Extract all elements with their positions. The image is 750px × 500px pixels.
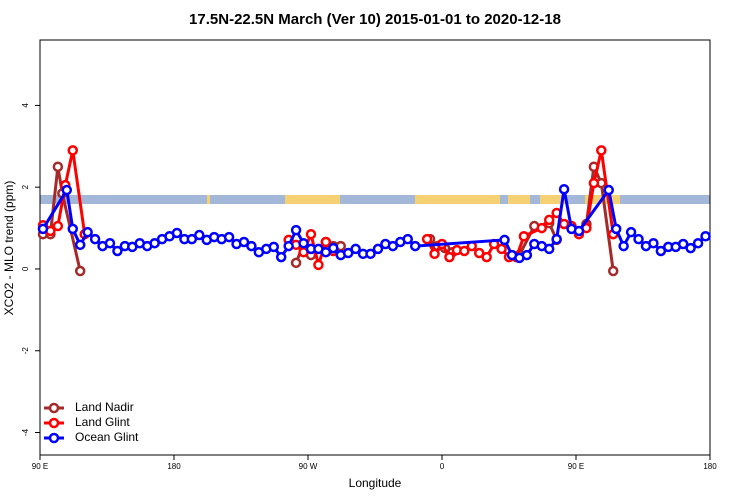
data-point bbox=[648, 237, 659, 249]
data-point bbox=[618, 240, 629, 252]
y-tick-label: 4 bbox=[21, 103, 30, 108]
data-point bbox=[171, 227, 183, 239]
land-strip bbox=[508, 195, 530, 204]
data-point bbox=[320, 246, 332, 258]
data-point bbox=[409, 240, 421, 252]
x-tick-label: 180 bbox=[167, 462, 181, 471]
legend-marker bbox=[48, 417, 60, 429]
chart-title: 17.5N-22.5N March (Ver 10) 2015-01-01 to… bbox=[189, 11, 561, 28]
data-point bbox=[89, 233, 101, 245]
x-tick-label: 180 bbox=[703, 462, 717, 471]
data-point bbox=[112, 245, 123, 257]
data-point bbox=[573, 225, 585, 237]
data-point bbox=[677, 238, 689, 250]
x-tick-label: 90 E bbox=[568, 462, 584, 471]
data-point bbox=[223, 231, 235, 243]
data-point bbox=[610, 223, 622, 235]
data-point bbox=[558, 183, 570, 195]
x-tick-label: 90 E bbox=[32, 462, 48, 471]
x-tick-label: 0 bbox=[440, 462, 445, 471]
data-point bbox=[52, 161, 64, 172]
data-point bbox=[481, 251, 492, 263]
data-point bbox=[320, 236, 332, 248]
data-point bbox=[692, 237, 704, 249]
data-point bbox=[588, 177, 600, 189]
data-point bbox=[305, 228, 317, 240]
data-point bbox=[499, 234, 510, 246]
data-point bbox=[238, 236, 250, 248]
data-point bbox=[82, 226, 93, 238]
data-point bbox=[543, 243, 555, 255]
data-point bbox=[342, 247, 354, 259]
data-point bbox=[633, 233, 644, 245]
data-point bbox=[521, 249, 533, 261]
land-strip bbox=[540, 195, 565, 204]
y-tick-label: -4 bbox=[21, 428, 30, 436]
data-point bbox=[372, 243, 384, 255]
data-point bbox=[298, 237, 309, 249]
series bbox=[37, 145, 619, 271]
data-point bbox=[246, 240, 257, 252]
data-point bbox=[104, 237, 116, 249]
data-point bbox=[596, 145, 607, 156]
land-strip bbox=[415, 195, 500, 204]
data-point bbox=[402, 233, 414, 245]
data-point bbox=[429, 248, 440, 260]
data-point bbox=[625, 226, 637, 238]
data-point bbox=[543, 214, 555, 226]
legend-marker bbox=[48, 402, 60, 414]
data-point bbox=[74, 239, 86, 251]
ocean-strip bbox=[40, 195, 710, 204]
data-point bbox=[194, 229, 205, 241]
data-point bbox=[149, 237, 160, 249]
legend-label: Ocean Glint bbox=[75, 430, 139, 444]
y-tick-label: 2 bbox=[21, 184, 30, 189]
data-point bbox=[700, 231, 711, 242]
series bbox=[37, 183, 711, 264]
x-tick-label: 90 W bbox=[299, 462, 318, 471]
land-strip bbox=[207, 195, 210, 204]
data-point bbox=[186, 233, 198, 245]
legend-marker bbox=[48, 432, 60, 444]
land-strip bbox=[285, 195, 340, 204]
data-point bbox=[268, 241, 280, 253]
data-point bbox=[283, 240, 294, 252]
data-point bbox=[603, 184, 615, 196]
data-point bbox=[655, 245, 667, 257]
data-point bbox=[421, 233, 433, 245]
data-point bbox=[290, 224, 302, 236]
data-point bbox=[290, 257, 302, 269]
data-point bbox=[685, 242, 696, 254]
y-axis-label: XCO2 - MLO trend (ppm) bbox=[2, 181, 16, 316]
y-tick-label: -2 bbox=[21, 347, 30, 355]
data-point bbox=[607, 265, 619, 277]
data-point bbox=[496, 243, 507, 255]
data-point bbox=[275, 251, 287, 263]
y-tick-label: 0 bbox=[21, 266, 30, 271]
data-point bbox=[67, 145, 79, 156]
data-point bbox=[67, 223, 79, 235]
data-point bbox=[536, 222, 548, 234]
data-point bbox=[473, 247, 485, 259]
data-point bbox=[444, 251, 455, 263]
data-point bbox=[387, 240, 399, 252]
legend-label: Land Glint bbox=[75, 415, 130, 429]
data-point bbox=[328, 242, 339, 254]
data-point bbox=[459, 245, 470, 257]
data-point bbox=[74, 265, 86, 277]
data-point bbox=[61, 184, 73, 196]
x-axis-label: Longitude bbox=[349, 476, 402, 490]
data-point bbox=[52, 220, 64, 232]
legend-label: Land Nadir bbox=[75, 400, 134, 414]
data-point bbox=[518, 231, 530, 242]
data-point bbox=[365, 248, 376, 260]
data-point bbox=[37, 223, 49, 235]
data-point bbox=[313, 259, 324, 271]
plot-frame bbox=[39, 39, 711, 456]
data-point bbox=[551, 233, 562, 245]
data-point bbox=[350, 243, 361, 255]
